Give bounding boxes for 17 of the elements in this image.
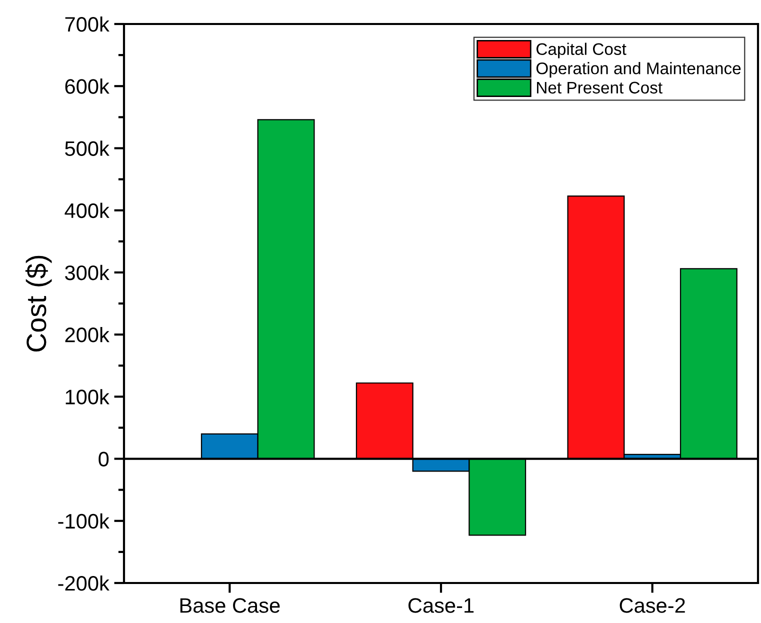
y-tick-label: 700k: [65, 16, 110, 32]
y-tick-label: 600k: [65, 78, 110, 94]
legend-label: Capital Cost: [536, 42, 626, 58]
y-tick-label: 200k: [65, 327, 110, 342]
y-tick-label: 400k: [64, 202, 110, 218]
y-axis-title: Cost ($): [25, 256, 52, 352]
legend-label: Operation and Maintenance: [536, 62, 741, 78]
y-tick-label: 100k: [66, 389, 110, 404]
y-tick-label: 0: [98, 452, 109, 467]
legend-label: Net Present Cost: [537, 82, 662, 94]
y-tick-label: 500k: [65, 140, 110, 156]
y-tick-label: -200k: [58, 575, 110, 591]
x-tick-label: Case-2: [620, 598, 685, 613]
y-tick-label: -100k: [58, 513, 110, 529]
x-tick-label: Base Case: [180, 598, 280, 613]
y-tick-label: 300k: [65, 264, 110, 280]
x-tick-label: Case-1: [408, 598, 474, 613]
